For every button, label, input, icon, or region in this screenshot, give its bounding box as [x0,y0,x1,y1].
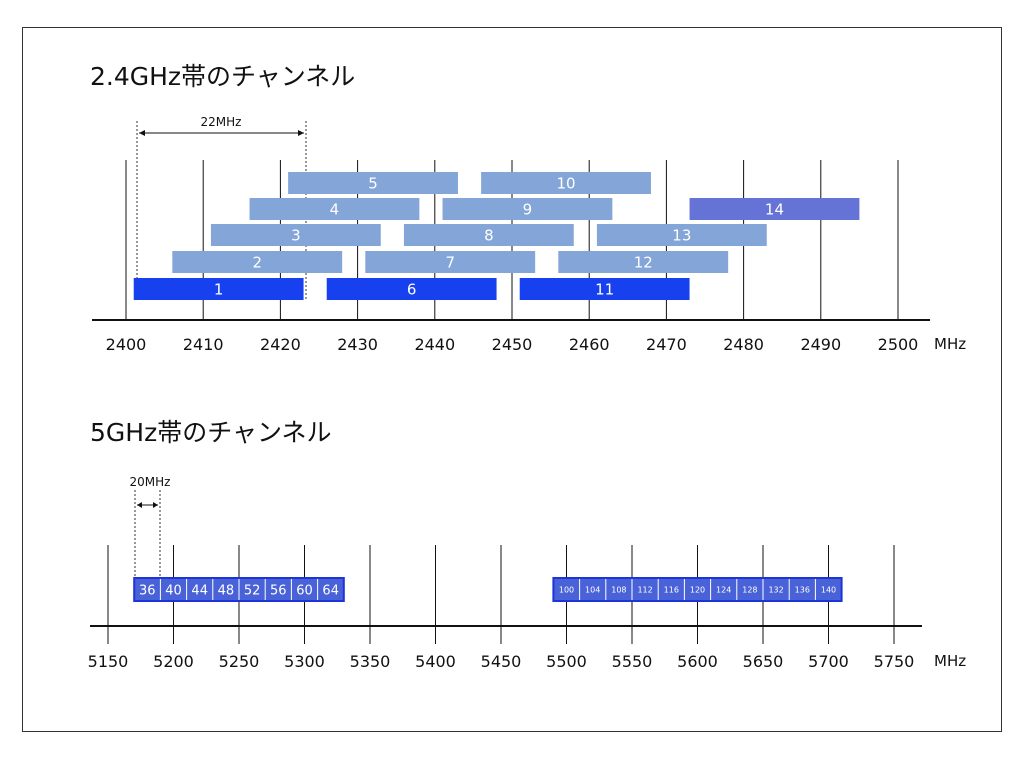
channel-label-7: 7 [445,254,455,272]
channel-bar-8 [403,224,574,246]
channel-bar-2 [172,251,343,273]
channel5-label-120: 120 [690,586,705,595]
tick5-label-5750: 5750 [874,652,915,671]
channel-bar-13 [596,224,767,246]
band-24ghz-tick-labels: 2400 2410 2420 2430 2440 2450 2460 2470 2480 2490… [106,335,919,354]
tick-label-2450: 2450 [492,335,533,354]
band-5ghz-tick-labels: 5150 5200 5250 5300 5350 5400 5450 5500 5550 5600… [88,652,915,671]
tick5-label-5500: 5500 [546,652,587,671]
channel5-label-132: 132 [768,586,783,595]
channel-label-9: 9 [523,201,533,219]
tick5-label-5150: 5150 [88,652,129,671]
channel5-label-112: 112 [637,586,652,595]
channel-bar-14 [689,198,860,220]
tick5-label-5450: 5450 [481,652,522,671]
band-5ghz-channels: 36 40 44 48 52 56 60 64 100 104 108 112 116 120 124 128… [133,577,843,602]
channel-label-3: 3 [291,227,301,245]
channel-bar-7 [365,251,536,273]
tick-label-2490: 2490 [800,335,841,354]
channel5-label-124: 124 [716,586,731,595]
channel5-label-104: 104 [585,586,600,595]
channel-label-1: 1 [214,281,224,299]
channels-high-block [552,577,843,602]
channel-label-10: 10 [556,175,575,193]
channel5-label-128: 128 [742,586,757,595]
channel5-label-56: 56 [270,584,287,599]
channel5-label-44: 44 [191,584,208,599]
channel-bar-6 [326,278,497,300]
diagram-frame [22,27,1002,732]
channel-bar-11 [519,278,690,300]
tick5-label-5250: 5250 [219,652,260,671]
tick-label-2500: 2500 [878,335,919,354]
tick5-label-5300: 5300 [284,652,325,671]
tick-label-2430: 2430 [337,335,378,354]
channel5-label-108: 108 [611,586,626,595]
channel-bar-5 [288,172,458,194]
band-5ghz-width-indicator: 20MHz [130,475,171,580]
tick-label-2440: 2440 [414,335,455,354]
width-label-22mhz: 22MHz [201,115,242,129]
channel-label-6: 6 [407,281,417,299]
channel5-label-116: 116 [664,586,679,595]
width5-arrow-heads [137,502,158,508]
band-24ghz-unit: MHz [934,335,966,353]
tick5-label-5400: 5400 [415,652,456,671]
width-label-20mhz: 20MHz [130,475,171,489]
tick-label-2470: 2470 [646,335,687,354]
channel-label-5: 5 [368,175,378,193]
channel-label-11: 11 [595,281,614,299]
channel5-label-40: 40 [165,584,182,599]
channel5-label-60: 60 [296,584,313,599]
channel-label-12: 12 [634,254,653,272]
tick5-label-5350: 5350 [350,652,391,671]
channel-bar-12 [558,251,729,273]
band-24ghz-section: 2.4GHz帯のチャンネル 22MHz 1234567891011121314 … [90,62,966,354]
channel5-label-136: 136 [795,586,810,595]
channel5-label-48: 48 [218,584,235,599]
tick5-label-5550: 5550 [612,652,653,671]
channel-label-2: 2 [252,254,262,272]
channel-label-14: 14 [765,201,784,219]
tick5-label-5600: 5600 [677,652,718,671]
tick5-label-5200: 5200 [153,652,194,671]
channel-label-8: 8 [484,227,494,245]
channel-bar-10 [481,172,651,194]
channel-bar-1 [133,278,304,300]
tick5-label-5650: 5650 [743,652,784,671]
channel-bar-4 [249,198,420,220]
tick-label-2400: 2400 [106,335,147,354]
channel-bar-9 [442,198,613,220]
band-5ghz-title: 5GHz帯のチャンネル [90,418,331,447]
channel-label-4: 4 [330,201,340,219]
tick5-label-5700: 5700 [808,652,849,671]
tick-label-2460: 2460 [569,335,610,354]
channel5-label-140: 140 [821,586,836,595]
tick-label-2420: 2420 [260,335,301,354]
channel5-label-64: 64 [322,584,339,599]
channel-bar-3 [210,224,381,246]
channel5-label-100: 100 [559,586,574,595]
channel5-label-52: 52 [244,584,261,599]
band-5ghz-section: 5GHz帯のチャンネル 20MHz 36 40 44 48 52 56 60 64 100 104… [88,418,967,671]
channel5-label-36: 36 [139,584,156,599]
channel-label-13: 13 [672,227,691,245]
tick-label-2410: 2410 [183,335,224,354]
band-24ghz-title: 2.4GHz帯のチャンネル [90,62,355,91]
tick-label-2480: 2480 [723,335,764,354]
band-5ghz-unit: MHz [934,652,966,670]
